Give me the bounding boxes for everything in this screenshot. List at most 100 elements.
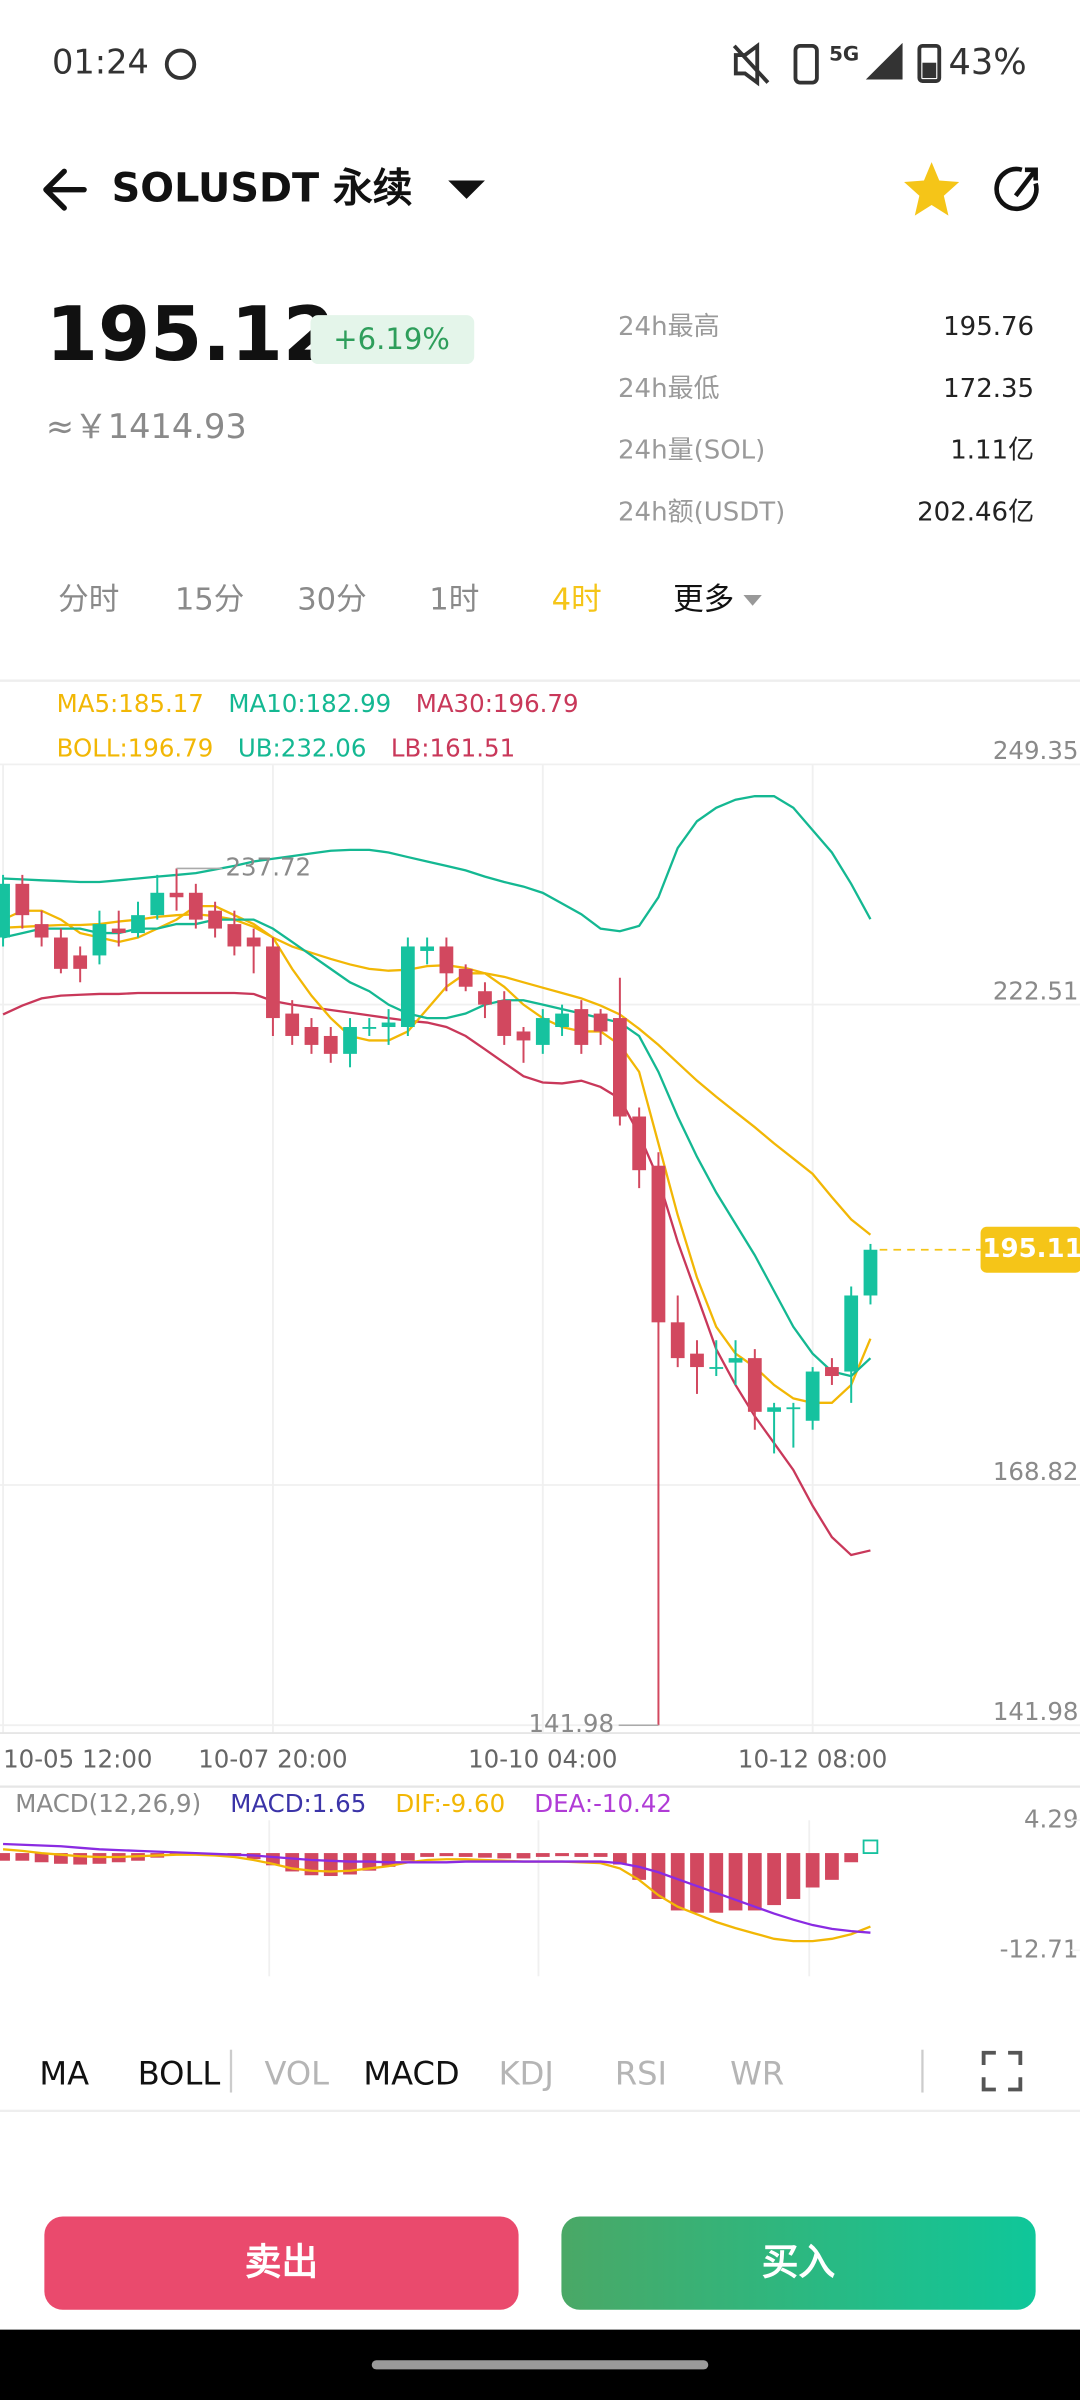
sim-icon [793,43,819,85]
candle-body [420,946,435,951]
macd-bar [34,1853,49,1863]
candle-body [34,924,49,938]
legend-entry: MA10:182.99 [228,689,391,718]
symbol-dropdown[interactable] [448,180,485,199]
macd-bar [690,1853,704,1913]
indicator-tab[interactable]: KDJ [499,2055,554,2093]
candle-body [381,1022,396,1028]
sell-button[interactable] [44,2216,519,2310]
interval-tabs: 分时 15分 30分 1时 4时 更多 [58,583,762,618]
candle-body [863,1249,878,1296]
candle-body [266,946,280,1019]
macd-chart: MACD(12,26,9) MACD:1.65 DIF:-9.60 DEA:-10.4… [0,1789,1080,1977]
interval-tab[interactable]: 分时 [58,583,119,618]
x-tick-label: 10-10 04:00 [468,1745,617,1774]
candle-body [825,1367,839,1377]
stats: 24h最高 195.76 24h最低 172.35 24h量(SOL) 1.11亿 24h额… [618,312,1034,528]
macd-bar [709,1853,724,1913]
candle-body [632,1116,647,1171]
macd-bar [516,1853,531,1859]
candle-body [593,1013,608,1032]
mute-icon [732,42,770,87]
macd-bar [728,1853,743,1911]
back-button[interactable] [43,168,87,211]
candle-body [111,928,126,934]
fullscreen-button[interactable] [981,2050,1023,2092]
macd-bar [0,1853,10,1861]
legend-entry: UB:232.06 [238,734,367,763]
sell-label[interactable]: 卖出 [245,2240,318,2283]
candle-body [131,915,145,934]
battery-percent: 43% [948,42,1026,83]
symbol-title[interactable]: SOLUSDT 永续 [112,166,413,212]
candle-body [728,1358,743,1363]
indicator-tab[interactable]: MA [39,2055,89,2093]
buy-button[interactable] [561,2216,1036,2310]
interval-tab[interactable]: 1时 [429,583,479,618]
stat-label: 24h最低 [618,374,720,404]
candle-body [439,946,454,974]
candle-body [362,1027,377,1029]
y-tick-label: 168.82 [993,1457,1079,1486]
indicator-tab[interactable]: BOLL [138,2055,221,2093]
candle-body [343,1027,357,1054]
change-percent: +6.19% [333,322,450,356]
macd-bar [805,1853,820,1888]
candle-body [15,883,30,916]
macd-bar [574,1853,589,1857]
buy-label[interactable]: 买入 [762,2240,836,2283]
legend-entry: MACD:1.65 [230,1789,366,1818]
min-label: 141.98 [528,1709,614,1738]
favorite-star[interactable] [904,162,960,216]
stat-value: 202.46亿 [917,498,1034,528]
macd-bar [439,1853,454,1857]
indicator-tab[interactable]: RSI [615,2055,667,2093]
candle-body [400,946,415,1028]
macd-bar [825,1853,839,1880]
macd-bar [73,1853,88,1865]
candle-body [188,892,203,920]
candle-body [169,892,184,898]
candle-body [285,1013,300,1036]
y-tick-label: 141.98 [993,1697,1079,1726]
indicator-tab[interactable]: VOL [264,2055,329,2093]
macd-bar [786,1853,801,1899]
interval-tab[interactable]: 30分 [297,583,367,618]
network-type: 5G [829,43,859,66]
y-tick-label: 222.51 [993,976,1079,1005]
macd-bar [54,1853,68,1864]
change-badge [310,315,475,365]
stat-label: 24h额(USDT) [618,498,785,528]
interval-tab[interactable]: 4时 [552,583,602,618]
stat-label: 24h最高 [618,312,720,342]
candle-body [478,991,492,1005]
candle-body [497,1000,512,1036]
macd-bar [670,1853,685,1911]
macd-bar [497,1853,512,1859]
macd-bar [651,1853,666,1899]
indicator-tab[interactable]: MACD [363,2055,459,2093]
x-tick-label: 10-05 12:00 [3,1745,152,1774]
stat-value: 1.11亿 [950,436,1034,466]
macd-bar [747,1853,762,1911]
home-indicator[interactable] [371,2360,709,2370]
candle-body [651,1165,666,1323]
candle-body [92,924,107,956]
interval-tab[interactable]: 更多 [673,583,734,618]
candle-body [535,1018,550,1045]
macd-line [2,1848,871,1943]
battery-icon [917,43,942,83]
macd-line [3,1842,871,1934]
legend-entry: DEA:-10.42 [534,1789,672,1818]
interval-tab[interactable]: 15分 [175,583,245,618]
indicator-tab[interactable]: WR [730,2055,784,2093]
share-button[interactable] [994,166,1039,212]
macd-bar [400,1853,415,1861]
price-cny: ≈￥1414.93 [46,407,247,446]
dropdown-arrow [743,595,762,606]
last-price-tag [980,1226,1080,1273]
macd-bar [15,1853,30,1861]
indicator-line [2,991,871,1557]
